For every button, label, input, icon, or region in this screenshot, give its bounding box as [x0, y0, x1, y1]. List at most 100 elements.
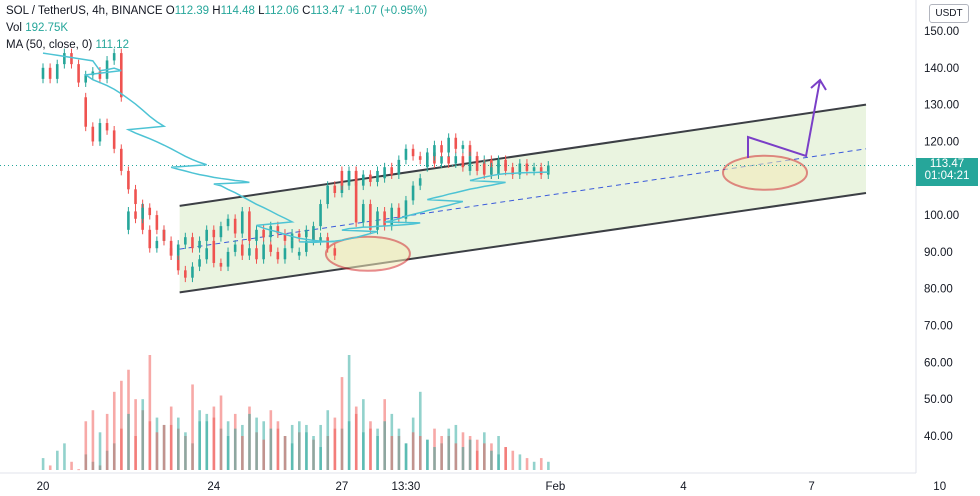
y-tick-label: 80.00: [924, 284, 953, 296]
candle-body: [262, 244, 265, 260]
volume-bar: [262, 439, 266, 470]
volume-bar: [483, 443, 486, 470]
low-value: 112.06: [264, 5, 299, 17]
candle-body: [319, 237, 322, 241]
candle-body: [198, 259, 201, 267]
ohlc-legend: SOL / TetherUS, 4h, BINANCE O112.39 H114…: [6, 5, 427, 17]
candle-body: [475, 156, 479, 164]
candle-body: [219, 226, 223, 238]
volume-bar: [347, 355, 351, 470]
volume-bar: [276, 421, 280, 470]
candle-body: [418, 178, 422, 186]
candle-body: [248, 211, 251, 241]
candle-body: [319, 204, 322, 227]
volume-bar: [269, 428, 273, 470]
volume-bar: [77, 469, 80, 471]
candle-body: [397, 159, 401, 175]
candle-body: [361, 174, 365, 186]
volume-bar: [134, 436, 137, 470]
candle-body: [482, 163, 486, 175]
candle-body: [112, 130, 116, 149]
channel-lower-line: [179, 192, 867, 294]
candle-body: [454, 137, 458, 149]
symbol-info[interactable]: SOL / TetherUS, 4h, BINANCE: [6, 5, 163, 17]
volume-bar: [440, 436, 443, 470]
candle-body: [262, 229, 265, 238]
volume-bar: [454, 443, 458, 470]
candle-body: [240, 244, 244, 256]
volume-bar: [205, 421, 209, 470]
candle-body: [233, 218, 237, 234]
candle-body: [326, 237, 329, 249]
volume-bar: [255, 417, 258, 470]
volume-bar: [333, 417, 337, 470]
close-label: C: [302, 5, 311, 17]
candle-body: [390, 207, 394, 227]
candle-body: [497, 159, 500, 168]
candle-body: [347, 170, 351, 186]
volume-bar: [383, 421, 386, 470]
volume-bar: [475, 450, 479, 470]
consolidation-ellipse: [324, 235, 411, 272]
candle-body: [283, 248, 287, 260]
y-tick-label: 120.00: [924, 136, 959, 148]
candle-body: [411, 148, 415, 157]
change-value: +1.07 (+0.95%): [347, 5, 428, 17]
volume-bar: [369, 421, 372, 470]
candle-body: [248, 248, 251, 256]
y-tick-label: 140.00: [924, 63, 959, 75]
candle-body: [440, 156, 443, 164]
candle-body: [390, 167, 394, 175]
projection-arrowhead: [810, 78, 827, 91]
volume-bar: [547, 461, 550, 470]
candle-body: [269, 226, 273, 238]
candle-body: [98, 123, 102, 142]
candles: [41, 48, 550, 283]
candle-body: [447, 156, 450, 164]
volume-bar: [376, 428, 379, 470]
candle-body: [98, 71, 102, 79]
candle-body: [283, 233, 287, 241]
candle-body: [191, 237, 194, 249]
volume-label: Vol: [6, 22, 22, 34]
candle-body: [305, 229, 308, 238]
volume-value: 192.75K: [25, 22, 69, 34]
volume-bar: [362, 432, 365, 470]
candle-body: [411, 185, 415, 201]
volume-bar: [404, 443, 408, 470]
volume-legend[interactable]: Vol 192.75K: [6, 22, 68, 34]
bar-countdown: 01:04:21: [924, 170, 970, 182]
candle-body: [184, 270, 187, 278]
volume-bar: [241, 436, 244, 470]
candle-body: [532, 167, 536, 171]
volume-bar: [290, 443, 294, 470]
currency-button[interactable]: USDT: [929, 4, 969, 23]
volume-bar: [84, 421, 88, 470]
x-tick-label: Feb: [545, 481, 565, 493]
candle-body: [504, 159, 507, 168]
volume-bar: [326, 410, 330, 470]
volume-bar: [418, 391, 422, 470]
candle-body: [84, 97, 87, 127]
candle-body: [305, 240, 308, 252]
candle-body: [191, 266, 194, 278]
volume-bar: [312, 436, 315, 470]
y-tick-label: 100.00: [924, 210, 959, 222]
candle-body: [404, 148, 408, 160]
ma-value: 111.12: [95, 39, 129, 51]
candle-body: [433, 145, 436, 157]
volume-bar: [426, 439, 429, 470]
y-tick-label: 150.00: [924, 26, 959, 38]
volume-bar: [525, 458, 529, 470]
ma-legend[interactable]: MA (50, close, 0) 111.12: [6, 39, 129, 51]
candle-body: [461, 145, 465, 149]
last-price-tag: 113.47 01:04:21: [916, 158, 978, 186]
candle-body: [461, 156, 465, 168]
volume-bar: [155, 432, 159, 470]
volume-bar: [390, 436, 394, 470]
candle-body: [219, 262, 223, 267]
candle-body: [148, 229, 152, 249]
volume-bar: [305, 432, 308, 470]
y-tick-label: 90.00: [924, 247, 953, 259]
